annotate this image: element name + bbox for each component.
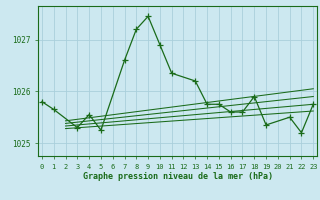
X-axis label: Graphe pression niveau de la mer (hPa): Graphe pression niveau de la mer (hPa) bbox=[83, 172, 273, 181]
